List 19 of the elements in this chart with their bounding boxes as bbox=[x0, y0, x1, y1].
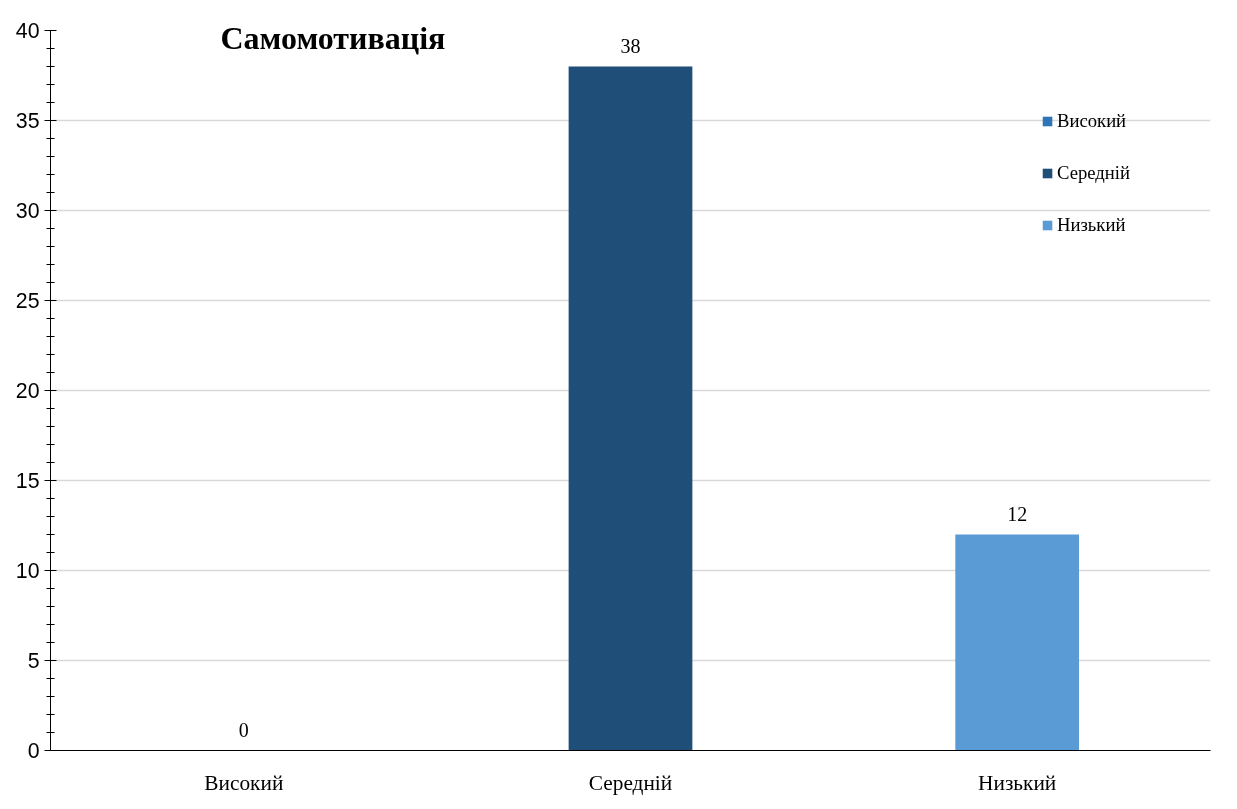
legend-label: Високий bbox=[1057, 110, 1127, 132]
legend-label: Середній bbox=[1057, 162, 1130, 184]
y-tick-label: 15 bbox=[15, 469, 40, 493]
y-tick-label: 35 bbox=[15, 109, 40, 133]
x-tick-label: Низький bbox=[978, 770, 1057, 795]
legend-label: Низький bbox=[1057, 214, 1126, 236]
chart-title: Самомотивація bbox=[220, 19, 446, 56]
data-label: 0 bbox=[238, 718, 249, 741]
y-tick-label: 10 bbox=[15, 559, 40, 583]
data-label: 38 bbox=[620, 34, 641, 57]
data-label: 12 bbox=[1007, 502, 1028, 525]
x-tick-label: Високий bbox=[204, 770, 284, 795]
y-tick-label: 0 bbox=[27, 739, 40, 763]
y-tick-label: 30 bbox=[15, 199, 40, 223]
y-tick-label: 25 bbox=[15, 289, 40, 313]
x-tick-label: Середній bbox=[588, 770, 673, 795]
y-tick-label: 40 bbox=[15, 19, 40, 43]
y-tick-label: 20 bbox=[15, 379, 40, 403]
y-tick-label: 5 bbox=[27, 649, 40, 673]
